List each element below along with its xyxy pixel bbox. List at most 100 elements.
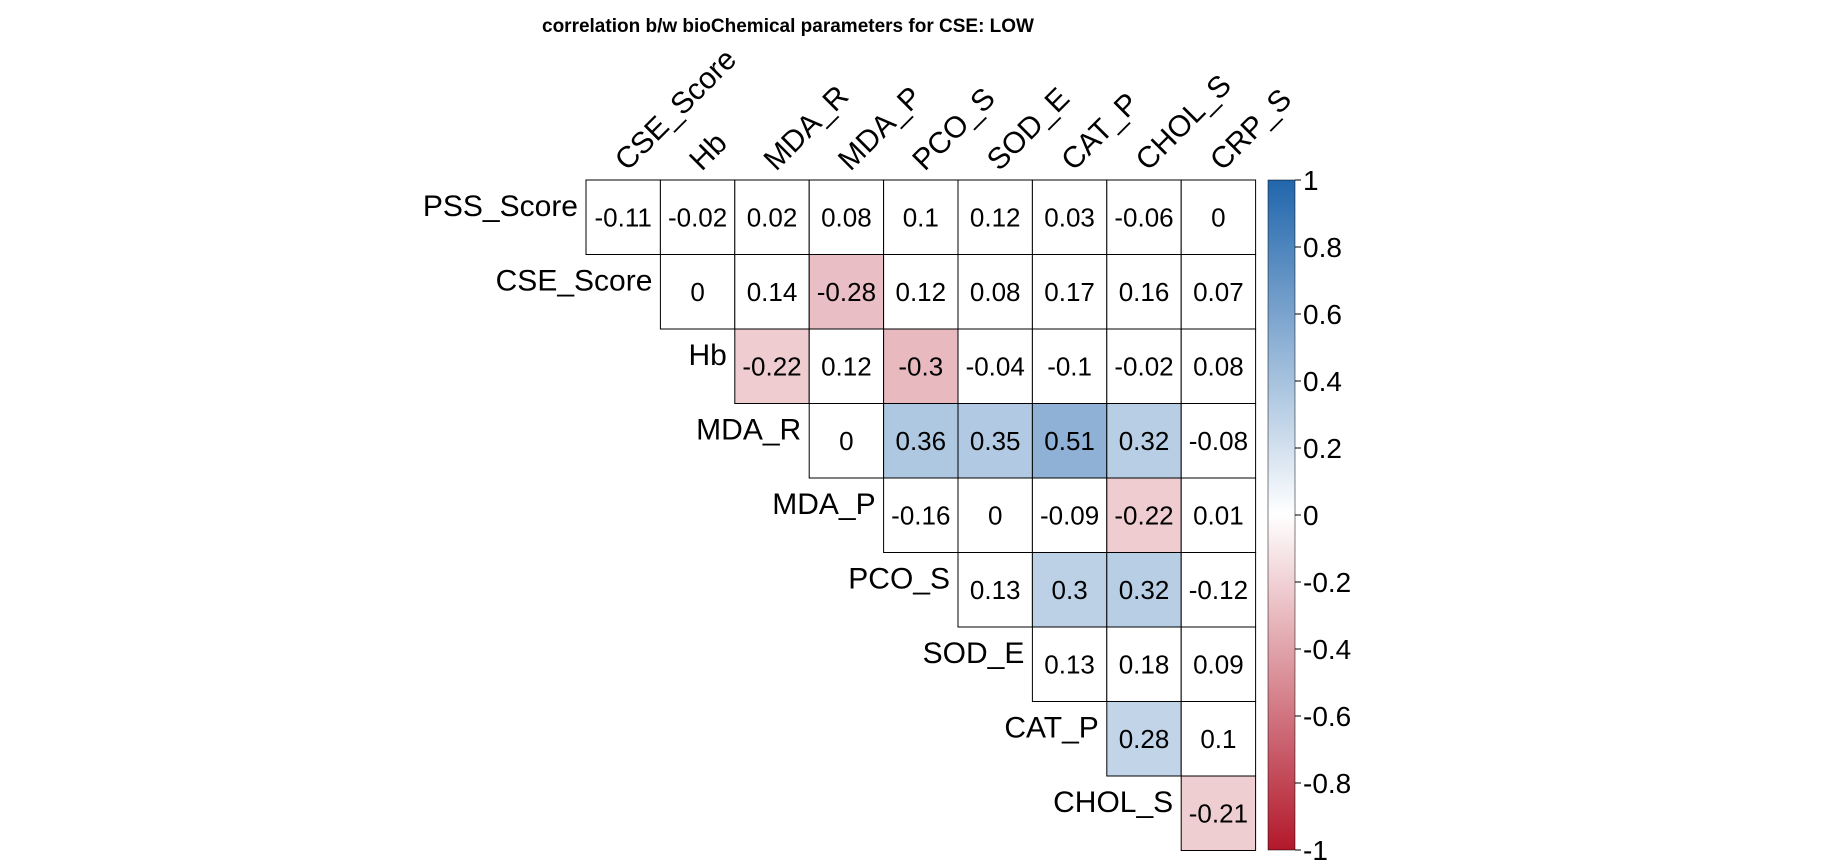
row-label: PCO_S: [848, 563, 950, 596]
cell-value-label: 0.08: [970, 277, 1021, 307]
heatmap-cell: [957, 254, 1033, 330]
row-label: PSS_Score: [423, 190, 578, 223]
cell-value-label: 0.02: [747, 202, 798, 232]
heatmap-cell: [1031, 328, 1108, 404]
cell-value-label: -0.02: [668, 202, 727, 232]
heatmap-cell: [808, 179, 885, 255]
cell-value-label: -0.22: [742, 351, 801, 381]
heatmap-cell: [1106, 328, 1182, 404]
heatmap-cell: [1180, 552, 1257, 628]
heatmap-cell: [1180, 254, 1257, 330]
legend-tick-label: -0.2: [1303, 567, 1351, 598]
cell-value-label: 0.17: [1044, 277, 1095, 307]
legend-tick-label: 0: [1303, 500, 1319, 531]
heatmap-cell: [883, 179, 959, 255]
cell-value-label: -0.1: [1047, 351, 1092, 381]
column-label: SOD_E: [981, 82, 1076, 177]
cell-value-label: -0.21: [1189, 798, 1248, 828]
cell-value-label: 0.14: [747, 277, 798, 307]
heatmap-cell: [1106, 403, 1182, 479]
cell-value-label: -0.3: [898, 351, 943, 381]
row-label: Hb: [688, 339, 726, 372]
heatmap-cell: [1180, 328, 1257, 404]
cell-value-label: 0.16: [1119, 277, 1170, 307]
heatmap-cell: [808, 328, 885, 404]
cell-value-label: 0: [690, 277, 704, 307]
heatmap-cell: [1180, 701, 1257, 777]
row-label: MDA_R: [696, 414, 801, 447]
row-label: CHOL_S: [1053, 786, 1173, 819]
row-labels: PSS_Score CSE_Score Hb MDA_R MDA_P PCO_S SOD_E…: [423, 190, 1173, 819]
cell-value-label: 0.32: [1119, 575, 1170, 605]
chart-title: correlation b/w bioChemical parameters f…: [542, 16, 1034, 37]
heatmap-cell: [1180, 626, 1257, 702]
cell-value-label: 0.12: [970, 202, 1021, 232]
cell-value-label: 0.35: [970, 426, 1021, 456]
color-legend: 1 0.8 0.6 0.4 0.2 0 -0.2 -0.4 -0.6 -0.8 -1: [1267, 165, 1351, 864]
heatmap-cell: [659, 254, 736, 330]
legend-tick-label: -0.6: [1303, 701, 1351, 732]
cell-value-label: 0.12: [895, 277, 946, 307]
legend-tick-label: -0.4: [1303, 634, 1351, 665]
legend-tick-label: 0.8: [1303, 232, 1342, 263]
heatmap-cell: [1031, 403, 1108, 479]
heatmap-cell: [1180, 403, 1257, 479]
cell-value-label: 0.1: [1200, 724, 1236, 754]
cell-value-label: -0.09: [1040, 500, 1099, 530]
legend-tick-label: 0.6: [1303, 299, 1342, 330]
cell-value-label: 0.01: [1193, 500, 1244, 530]
cell-value-label: -0.08: [1189, 426, 1248, 456]
legend-tick-label: 0.4: [1303, 366, 1342, 397]
row-label: MDA_P: [772, 488, 875, 521]
cell-value-label: 0.32: [1119, 426, 1170, 456]
heatmap-cell: [957, 552, 1033, 628]
column-label: Hb: [683, 126, 733, 176]
legend-tick-label: 0.2: [1303, 433, 1342, 464]
cell-value-label: 0: [1211, 202, 1225, 232]
heatmap-cell: [1106, 701, 1182, 777]
cell-value-label: -0.22: [1114, 500, 1173, 530]
row-label: SOD_E: [923, 637, 1025, 670]
cell-value-label: 0: [988, 500, 1002, 530]
cell-value-label: 0.08: [1193, 351, 1244, 381]
heatmap-cell: [734, 179, 810, 255]
heatmap-cell: [659, 179, 736, 255]
heatmap-cell: [1180, 477, 1257, 553]
heatmap-cell: [883, 254, 959, 330]
heatmap-cell: [1031, 552, 1108, 628]
heatmap-cell: [957, 328, 1033, 404]
heatmap-cell: [734, 328, 810, 404]
cell-value-label: -0.06: [1114, 202, 1173, 232]
heatmap-cell: [1106, 179, 1182, 255]
cell-value-label: -0.16: [891, 500, 950, 530]
cell-value-label: 0.13: [1044, 649, 1095, 679]
heatmap-cell: [808, 254, 885, 330]
row-label: CAT_P: [1004, 712, 1098, 745]
heatmap-cell: [1031, 626, 1108, 702]
cell-value-label: 0.36: [895, 426, 946, 456]
heatmap-cell: [883, 328, 959, 404]
cell-value-label: 0.28: [1119, 724, 1170, 754]
legend-tick-label: 1: [1303, 165, 1319, 196]
cell-value-label: 0.03: [1044, 202, 1095, 232]
legend-tick-label: -1: [1303, 835, 1328, 864]
cell-value-label: 0.18: [1119, 649, 1170, 679]
heatmap-cells: -0.11 -0.02 0.02 0.08 0.1 0.12 0.03 -0.06 0 0 0.14…: [585, 179, 1257, 851]
cell-value-label: -0.12: [1189, 575, 1248, 605]
cell-value-label: 0.3: [1052, 575, 1088, 605]
heatmap-cell: [1106, 254, 1182, 330]
cell-value-label: 0.13: [970, 575, 1021, 605]
color-legend-bar: [1267, 179, 1296, 851]
cell-value-label: -0.02: [1114, 351, 1173, 381]
cell-value-label: -0.28: [817, 277, 876, 307]
heatmap-cell: [1180, 775, 1257, 851]
cell-value-label: 0.12: [821, 351, 872, 381]
cell-value-label: 0.07: [1193, 277, 1244, 307]
cell-value-label: 0.09: [1193, 649, 1244, 679]
cell-value-label: 0.08: [821, 202, 872, 232]
cell-value-label: -0.11: [595, 202, 652, 232]
legend-tick-label: -0.8: [1303, 768, 1351, 799]
heatmap-cell: [808, 403, 885, 479]
